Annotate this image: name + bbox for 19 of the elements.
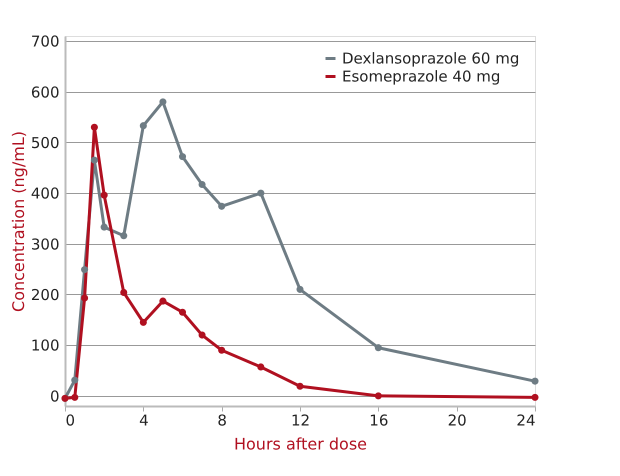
y-tick-label: 200 <box>30 286 60 304</box>
y-tick-label: 300 <box>30 235 60 254</box>
x-tick-label: 8 <box>217 412 227 430</box>
y-tick-label: 700 <box>30 32 60 51</box>
x-tick-label: 4 <box>139 412 149 430</box>
x-tick-label: 16 <box>369 412 388 430</box>
y-tick-label: 500 <box>30 134 60 152</box>
y-axis-title: Concentration (ng/mL) <box>8 131 28 312</box>
legend-label: Dexlansoprazole 60 mg <box>342 50 520 68</box>
y-tick-label: 100 <box>30 336 60 355</box>
x-tick-label: 24 <box>516 412 536 430</box>
y-tick-label: 600 <box>30 83 60 102</box>
x-axis-title: Hours after dose <box>234 434 368 454</box>
y-tick-label: 0 <box>50 387 60 406</box>
x-tick-label: 20 <box>448 412 467 430</box>
x-tick-label: 12 <box>290 412 310 430</box>
y-tick-label: 400 <box>30 184 60 203</box>
x-tick-label: 0 <box>66 412 76 430</box>
legend-label: Esomeprazole 40 mg <box>342 68 500 86</box>
